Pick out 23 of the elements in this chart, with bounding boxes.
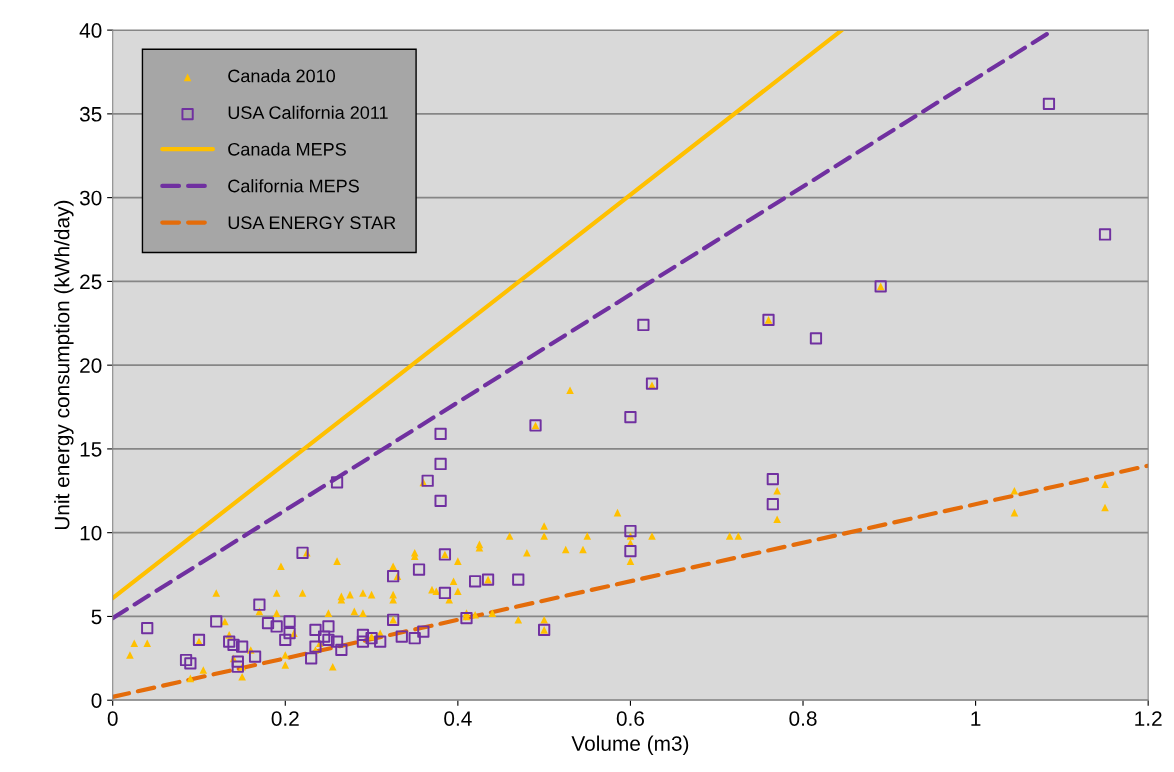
y-tick-label: 40 bbox=[79, 23, 102, 38]
x-tick-label: 1.2 bbox=[1135, 711, 1162, 726]
x-tick-label: 0.2 bbox=[271, 711, 299, 726]
y-tick-label: 5 bbox=[91, 609, 102, 625]
x-tick-label: 0.8 bbox=[789, 711, 817, 726]
y-axis-title: Unit energy consumption (kWh/day) bbox=[54, 200, 74, 530]
y-tick-label: 25 bbox=[80, 274, 102, 290]
legend-label: California MEPS bbox=[228, 179, 359, 193]
x-axis-title: Volume (m3) bbox=[571, 735, 689, 756]
legend-label: USA ENERGY STAR bbox=[228, 216, 396, 230]
x-tick-label: 0.4 bbox=[444, 711, 472, 726]
x-tick-label: 0.6 bbox=[616, 711, 644, 726]
y-tick-label: 0 bbox=[91, 693, 102, 708]
legend-label: Canada MEPS bbox=[228, 142, 346, 156]
y-tick-label: 35 bbox=[79, 106, 102, 122]
y-tick-label: 10 bbox=[80, 525, 102, 541]
legend-label: Canada 2010 bbox=[228, 69, 336, 83]
y-tick-label: 30 bbox=[79, 190, 102, 206]
x-tick-label: 0 bbox=[107, 711, 118, 726]
x-tick-label: 1 bbox=[971, 711, 981, 726]
legend-label: USA California 2011 bbox=[228, 105, 388, 119]
y-tick-label: 20 bbox=[80, 358, 102, 373]
y-tick-label: 15 bbox=[80, 442, 102, 457]
